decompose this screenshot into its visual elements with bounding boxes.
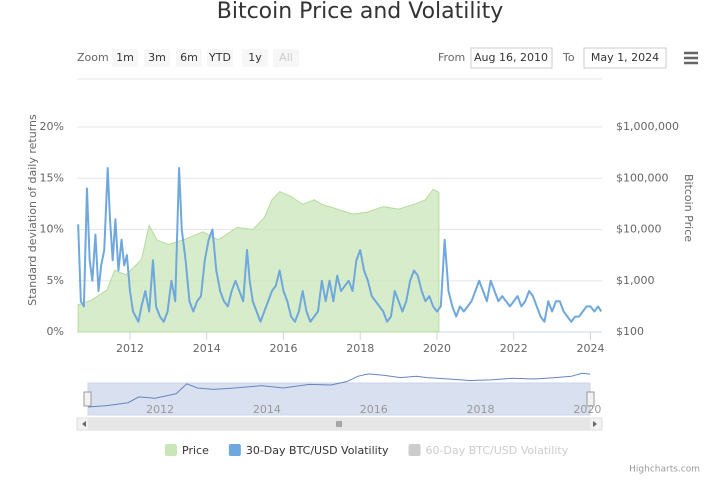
menu-button[interactable] xyxy=(684,51,698,65)
y2-tick-label: $100 xyxy=(616,325,644,338)
x-tick-label: 2020 xyxy=(423,342,451,355)
chart-title: Bitcoin Price and Volatility xyxy=(217,0,503,24)
x-tick-label: 2016 xyxy=(269,342,297,355)
y-tick-label: 10% xyxy=(40,223,64,236)
legend-swatch[interactable] xyxy=(228,444,241,456)
range-button-label[interactable]: 1y xyxy=(248,51,262,64)
range-button-label[interactable]: 3m xyxy=(148,51,166,64)
x-tick-label: 2014 xyxy=(193,342,221,355)
x-tick-label: 2022 xyxy=(500,342,528,355)
x-tick-label: 2024 xyxy=(576,342,604,355)
y-tick-label: 15% xyxy=(40,171,64,184)
to-label: To xyxy=(562,51,575,64)
navigator-tick-label: 2012 xyxy=(146,403,174,416)
y2-tick-label: $10,000 xyxy=(616,223,662,236)
legend-swatch[interactable] xyxy=(165,444,177,456)
navigator-tick-label: 2016 xyxy=(360,403,388,416)
navigator-tick-label: 2018 xyxy=(467,403,495,416)
range-button[interactable] xyxy=(176,49,202,67)
series-area xyxy=(77,188,440,333)
legend-label[interactable]: Price xyxy=(182,444,209,457)
from-label: From xyxy=(438,51,465,64)
range-button[interactable] xyxy=(273,49,299,67)
navigator-tick-label: 2020 xyxy=(573,403,601,416)
navigator-handle[interactable] xyxy=(83,391,92,407)
y2-tick-label: $100,000 xyxy=(616,171,669,184)
zoom-label: Zoom xyxy=(77,51,109,64)
credits[interactable]: Highcharts.com xyxy=(629,465,700,475)
navigator-tick-label: 2014 xyxy=(253,403,281,416)
series-line xyxy=(77,167,603,323)
range-button-label[interactable]: 6m xyxy=(180,51,198,64)
navigator-line xyxy=(87,372,591,408)
range-button[interactable] xyxy=(242,49,268,67)
legend-label[interactable]: 30-Day BTC/USD Volatility xyxy=(246,444,389,457)
y2-tick-label: $1,000 xyxy=(616,274,655,287)
y-tick-label: 20% xyxy=(40,120,64,133)
from-value[interactable]: Aug 16, 2010 xyxy=(474,51,548,64)
y-axis-title: Standard deviation of daily returns xyxy=(26,114,39,306)
legend-label[interactable]: 60-Day BTC/USD Volatility xyxy=(426,444,569,457)
range-button-label[interactable]: 1m xyxy=(116,51,134,64)
range-button[interactable] xyxy=(112,49,138,67)
range-button[interactable] xyxy=(207,49,233,67)
range-button[interactable] xyxy=(144,49,170,67)
y-tick-label: 0% xyxy=(47,325,64,338)
to-input[interactable] xyxy=(583,47,667,69)
navigator-handle[interactable] xyxy=(586,391,595,407)
y2-axis-title: Bitcoin Price xyxy=(682,174,695,242)
scroll-grip xyxy=(336,421,342,427)
legend-swatch[interactable] xyxy=(408,444,421,456)
x-tick-label: 2012 xyxy=(116,342,144,355)
from-input[interactable] xyxy=(470,47,553,69)
x-tick-label: 2018 xyxy=(346,342,374,355)
y-tick-label: 5% xyxy=(47,274,64,287)
to-value[interactable]: May 1, 2024 xyxy=(591,51,659,64)
range-button-label[interactable]: All xyxy=(279,51,293,64)
y2-tick-label: $1,000,000 xyxy=(616,120,679,133)
range-button-label[interactable]: YTD xyxy=(208,51,231,64)
